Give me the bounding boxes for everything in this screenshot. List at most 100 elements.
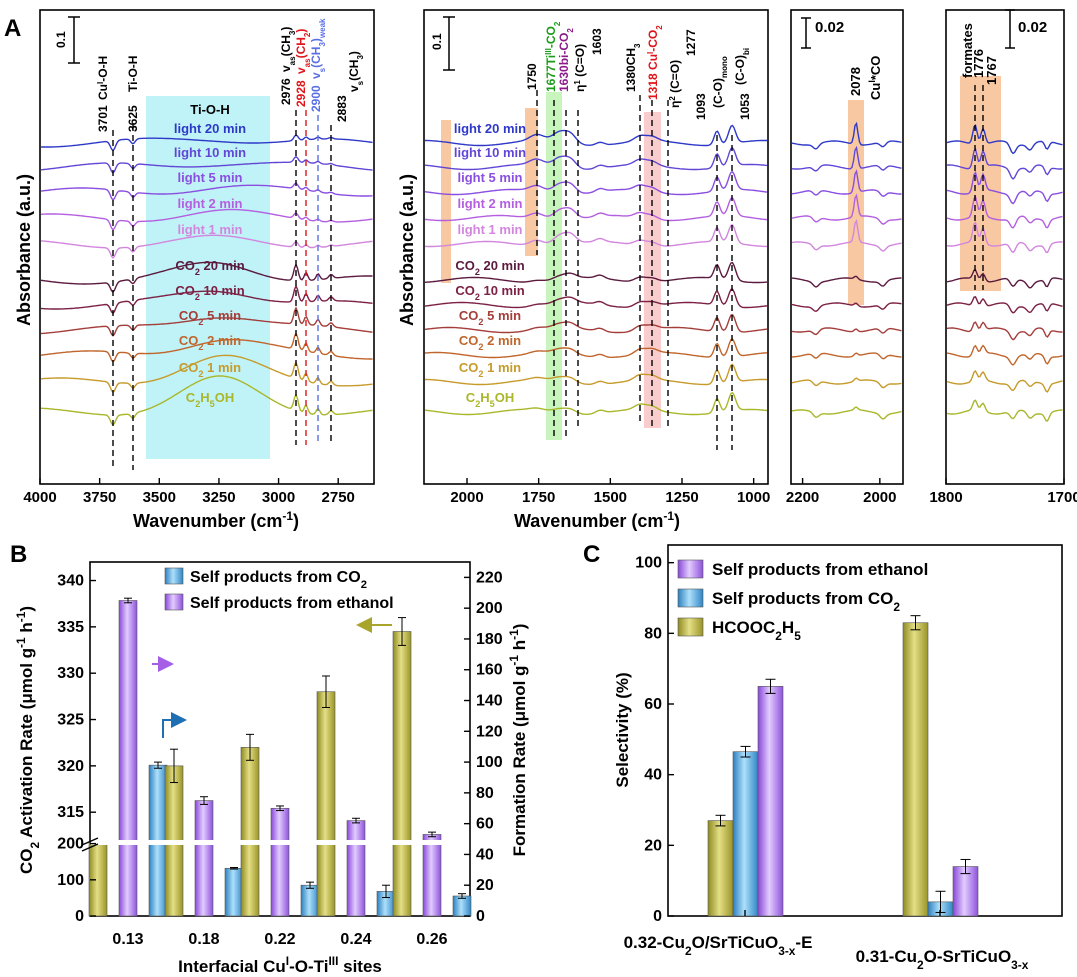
a1-xtick-label: 4000 xyxy=(23,489,56,506)
a4-spectrum-8 xyxy=(946,344,1063,366)
a3-scale-label: 0.02 xyxy=(815,19,844,36)
a1-series-label-0: light 20 min xyxy=(174,121,246,136)
a1-xtick-label: 3500 xyxy=(143,489,176,506)
a2-series-label-2: light 5 min xyxy=(458,170,523,185)
a4-xtick-label: 1800 xyxy=(929,489,962,506)
a2-spectrum-3 xyxy=(424,197,768,222)
a2-spectrum-5 xyxy=(424,261,768,284)
b-bar-yellow-4 xyxy=(392,631,412,917)
c-ytick-label: 20 xyxy=(644,837,662,854)
c-legend-label-0: Self products from ethanol xyxy=(712,560,928,579)
c-xtick-label-0: 0.32-Cu2O/SrTiCuO3-x-E xyxy=(624,933,813,958)
b-axis-break-band xyxy=(91,840,469,845)
a4-spectrum-10 xyxy=(946,399,1063,422)
a4-spectrum-4 xyxy=(946,221,1063,254)
b-ytick-right-label: 220 xyxy=(476,569,503,586)
a2-highlight-1750 xyxy=(525,108,538,256)
b-legend-label-0: Self products from CO2 xyxy=(190,569,367,591)
b-ytick-left-label: 100 xyxy=(57,872,84,889)
b-ytick-right-label: 120 xyxy=(476,723,503,740)
a1-spectrum-6 xyxy=(40,284,373,315)
b-xtick-label-2: 0.22 xyxy=(264,931,295,948)
a1-series-label-3: light 2 min xyxy=(178,196,243,211)
a2-spectrum-0 xyxy=(425,124,767,147)
a2-label-co-mono: (C-O)mono xyxy=(711,56,729,108)
a2-series-label-3: light 2 min xyxy=(458,196,523,211)
a1-spectrum-1 xyxy=(40,155,373,174)
a1-scale-bar: 0.1 xyxy=(54,16,80,64)
a1-xtick-label: 3000 xyxy=(262,489,295,506)
a2-label-1677: 1677TiIII-CO2 xyxy=(544,21,562,92)
a2-label-1380: 1380CH3 xyxy=(624,43,642,92)
b-ytick-right-label: 80 xyxy=(476,785,494,802)
a2-series-label-1: light 10 min xyxy=(454,145,526,160)
c-ytick-label: 0 xyxy=(653,908,662,925)
b-ytick-left-label: 320 xyxy=(57,758,84,775)
a3-highlight-2078 xyxy=(848,100,864,305)
a1-band-tioh: Ti-O-H xyxy=(190,102,229,117)
a4-spectrum-6 xyxy=(946,295,1063,314)
a2-label-1603: 1603 xyxy=(590,28,604,55)
a2-frame xyxy=(423,9,769,485)
b-ytick-left-label: 325 xyxy=(57,712,84,729)
c-ytick-label: 60 xyxy=(644,696,662,713)
a1-series-label-5: CO2 20 min xyxy=(175,258,244,277)
a1-spectrum-5 xyxy=(40,261,373,294)
a1-frame xyxy=(39,9,375,485)
b-bar-purple-4 xyxy=(422,834,442,917)
c-bar-2-1 xyxy=(952,866,979,917)
a2-highlight-2090 xyxy=(441,120,451,283)
a1-series-label-2: light 5 min xyxy=(178,170,243,185)
b-legend-swatch-0 xyxy=(164,567,184,585)
a3-spectrum-7 xyxy=(791,327,902,336)
b-bar-purple-0 xyxy=(118,600,138,917)
b-bar-yellow-2 xyxy=(240,747,260,917)
a1-series-label-1: light 10 min xyxy=(174,145,246,160)
a4-label-formates: formates xyxy=(960,23,975,78)
a1-spectrum-8 xyxy=(40,331,373,363)
a1-series-label-8: CO2 2 min xyxy=(179,333,241,352)
a1-label-2900: 2900 xyxy=(309,85,323,112)
a1-label-vs-ch3: vs(CH3) xyxy=(347,51,365,92)
a1-spectrum-0 xyxy=(40,134,373,152)
panel-letter-c: C xyxy=(583,541,600,568)
a2-xtick-label: 1750 xyxy=(522,489,555,506)
a1-label-3701: 3701 xyxy=(96,105,110,132)
c-legend-swatch-1 xyxy=(677,588,704,608)
b-axis-break-mark-1 xyxy=(81,837,99,846)
b-xtick-label-3: 0.24 xyxy=(340,931,371,948)
c-frame xyxy=(667,544,1063,917)
a1-series-label-4: light 1 min xyxy=(178,222,243,237)
a4-scale-bar: 0.02 xyxy=(1005,9,1047,49)
a1-label-tioh: Ti-O-H xyxy=(126,56,140,92)
panel-letter-b: B xyxy=(10,541,27,568)
a2-series-label-7: CO2 5 min xyxy=(459,308,521,327)
b-bar-blue-2 xyxy=(300,884,320,917)
a4-spectrum-9 xyxy=(946,369,1063,393)
a1-label-vs-ch3-weak: vs(CH3)weak xyxy=(309,18,327,79)
a2-series-label-9: CO2 1 min xyxy=(459,360,521,379)
a3-spectrum-0 xyxy=(791,121,902,150)
c-y-axis-title: Selectivity (%) xyxy=(613,672,632,787)
a2-xtick-label: 1250 xyxy=(665,489,698,506)
b-bar-blue-4 xyxy=(452,895,472,917)
a2-series-label-10: C2H5OH xyxy=(466,390,514,409)
b-y-axis-right-title: Formation Rate (μmol g-1 h-1) xyxy=(507,624,529,857)
a2-xtick-label: 2000 xyxy=(450,489,483,506)
a1-spectrum-3 xyxy=(41,208,373,231)
c-legend-swatch-0 xyxy=(677,559,704,579)
c-bar-0-1 xyxy=(902,622,929,917)
a2-spectrum-1 xyxy=(424,147,768,171)
a1-label-2883: 2883 xyxy=(335,95,349,122)
a4-spectrum-7 xyxy=(946,321,1063,341)
a1-scale-label: 0.1 xyxy=(54,31,68,48)
a1-label-cuoh: CuI-O-H xyxy=(96,56,111,100)
c-bar-0-0 xyxy=(707,820,734,917)
a2-label-1053: 1053 xyxy=(738,93,752,120)
b-ytick-right-label: 40 xyxy=(476,846,494,863)
b-bar-yellow-3 xyxy=(316,691,336,917)
b-ytick-right-label: 140 xyxy=(476,693,503,710)
a1-series-label-9: CO2 1 min xyxy=(179,360,241,379)
c-ytick-label: 100 xyxy=(635,555,662,572)
